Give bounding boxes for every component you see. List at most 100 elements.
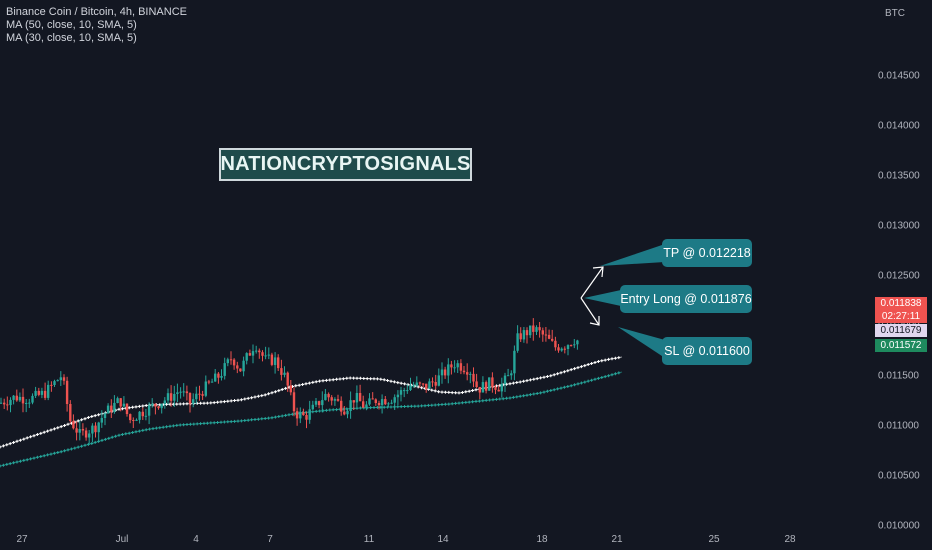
ma-marker	[423, 404, 427, 408]
ma-marker	[131, 431, 135, 434]
ma-marker	[243, 397, 247, 401]
candle-body	[40, 390, 44, 395]
ma-marker	[137, 429, 141, 433]
candle-body	[406, 390, 409, 392]
ma-marker	[165, 425, 169, 429]
candle-body	[151, 403, 154, 406]
ma-marker	[0, 445, 2, 449]
candle-body	[31, 395, 34, 403]
candle-body	[185, 391, 189, 394]
candle-body	[18, 396, 22, 401]
ma-marker	[600, 359, 604, 363]
candle-body	[229, 359, 233, 361]
ma-marker	[148, 427, 152, 431]
ma-50-legend[interactable]: MA (50, close, 10, SMA, 5)	[6, 19, 137, 31]
ma-marker	[369, 406, 373, 410]
ma-marker	[399, 405, 403, 409]
candle-body	[403, 390, 406, 392]
ma-marker	[260, 394, 264, 398]
ma-marker	[250, 396, 254, 400]
ma-marker	[76, 419, 80, 423]
candle-body	[513, 350, 516, 374]
candle-body	[563, 348, 566, 350]
candle-body	[295, 411, 299, 419]
candle-body	[384, 399, 387, 405]
ma-marker	[515, 381, 519, 384]
ma-marker	[474, 388, 478, 392]
moving-average-layer	[0, 356, 623, 468]
ma-marker	[515, 395, 519, 399]
ma-marker	[573, 367, 577, 371]
ma-marker	[409, 404, 413, 408]
ma-marker	[216, 421, 220, 424]
ma-marker	[542, 390, 546, 394]
ma-marker	[440, 403, 444, 406]
candle-body	[125, 403, 129, 414]
ma-marker	[151, 427, 155, 431]
ma-marker	[226, 399, 230, 403]
ma-marker	[107, 436, 111, 440]
candle-body	[12, 395, 15, 400]
ma-marker	[542, 375, 546, 379]
ma-marker	[284, 386, 288, 390]
candle-body	[434, 382, 437, 386]
candle-body	[239, 368, 242, 372]
ma-marker	[212, 421, 216, 425]
candle-body	[428, 381, 431, 389]
ma-30-legend[interactable]: MA (30, close, 10, SMA, 5)	[6, 32, 137, 44]
ma-marker	[505, 396, 509, 400]
ma-marker	[90, 415, 94, 418]
candle-body	[374, 399, 377, 403]
ma-marker	[518, 394, 522, 398]
ma-marker	[460, 401, 464, 405]
ma-marker	[178, 423, 182, 427]
ma-marker	[447, 390, 451, 394]
candle-body	[147, 405, 151, 416]
ma-marker	[362, 377, 366, 380]
candle-body	[491, 377, 494, 388]
ma-marker	[532, 377, 536, 381]
y-tick-label: 0.010000	[878, 521, 920, 532]
candle-body	[440, 369, 444, 376]
ma-marker	[52, 427, 56, 431]
ma-marker	[511, 381, 515, 385]
candle-body	[248, 353, 252, 356]
ma-marker	[583, 364, 587, 368]
ma-marker	[205, 401, 209, 405]
ma-marker	[501, 397, 505, 401]
time-axis[interactable]: 27 Jul 4 7 11 14 18 21 25 28	[16, 534, 796, 545]
candle-body	[535, 327, 538, 332]
ma-marker	[185, 423, 189, 426]
last-price-tag: 0.011838	[875, 297, 927, 310]
candle-body	[327, 393, 330, 398]
candle-body	[251, 351, 255, 356]
ma-marker	[90, 442, 94, 445]
candle-body	[425, 383, 428, 389]
ma-marker	[328, 378, 332, 382]
ma-marker	[239, 419, 243, 423]
ma-marker	[617, 371, 621, 375]
ma-marker	[586, 363, 590, 366]
candle-body	[141, 411, 144, 417]
ma-marker	[389, 379, 393, 383]
ma-marker	[613, 356, 617, 360]
candle-body	[475, 381, 478, 387]
candle-body	[116, 398, 119, 403]
ma-marker	[69, 447, 73, 451]
ma-marker	[263, 417, 267, 420]
ma-marker	[467, 400, 471, 404]
ma-marker	[345, 376, 349, 380]
ma-marker	[586, 379, 590, 383]
ma-marker	[59, 450, 63, 454]
ma-marker	[209, 421, 213, 425]
candle-body	[91, 425, 94, 434]
candle-body	[506, 375, 510, 377]
ma-marker	[209, 401, 213, 405]
ma-marker	[437, 390, 441, 394]
ma-marker	[522, 394, 526, 398]
x-tick-label: 14	[437, 534, 449, 545]
ma-marker	[253, 395, 257, 399]
ma-marker	[545, 375, 549, 378]
candle-body	[113, 402, 116, 412]
